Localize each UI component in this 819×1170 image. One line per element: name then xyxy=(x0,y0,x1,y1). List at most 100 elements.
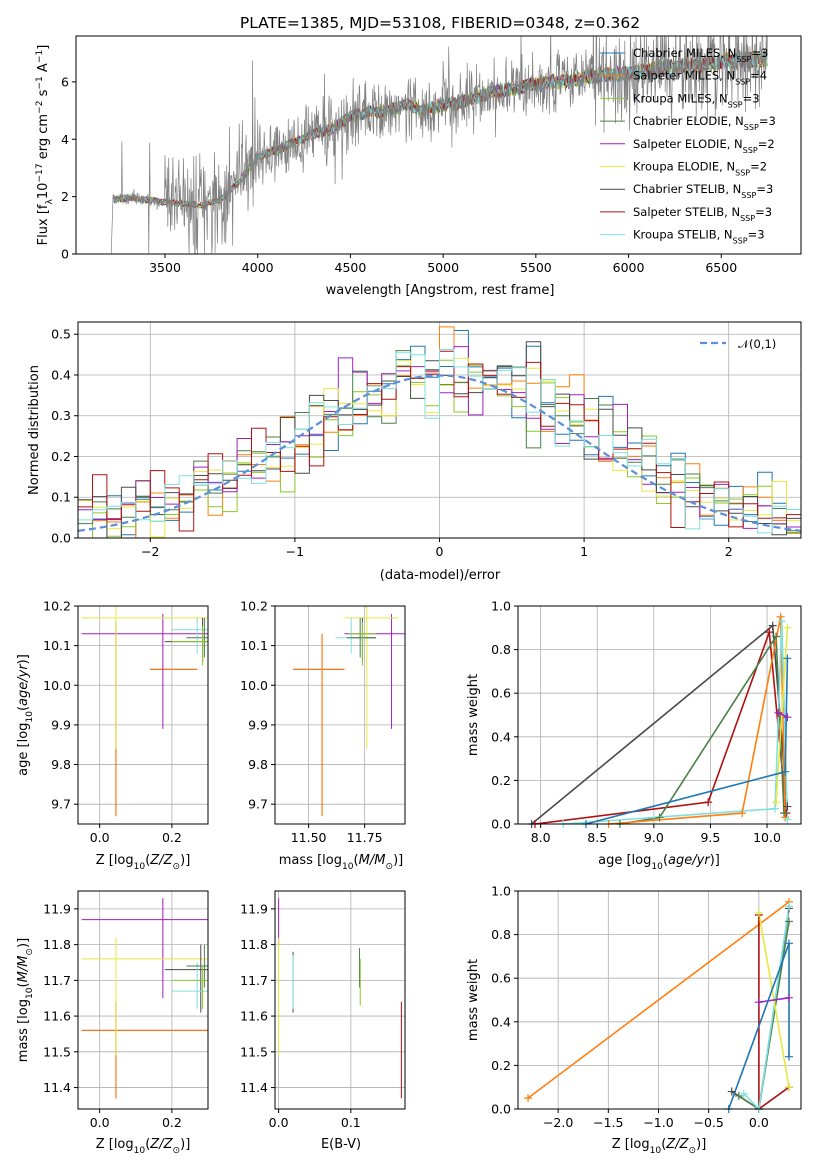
mass-weight-marker xyxy=(655,813,664,822)
y-tick-label: 11.4 xyxy=(240,1080,268,1095)
mass-weight-marker xyxy=(727,1087,736,1096)
x-axis-label: E(B-V) xyxy=(321,1137,361,1152)
legend-entry: Salpeter STELIB, NSSP=3 xyxy=(633,205,772,223)
mass-weight-marker xyxy=(704,798,713,807)
x-tick-label: 0.0 xyxy=(749,1115,769,1130)
y-axis-label: age [log10(age/yr)] xyxy=(16,654,35,776)
y-tick-label: 0.4 xyxy=(491,1014,511,1029)
x-axis-label: wavelength [Angstrom, rest frame] xyxy=(326,283,555,298)
histogram-step-line xyxy=(78,349,801,534)
x-tick-label: 3500 xyxy=(149,260,181,275)
y-tick-label: 0.6 xyxy=(491,971,511,986)
y-tick-label: 0.2 xyxy=(51,449,71,464)
x-tick-label: 0.0 xyxy=(269,1115,289,1130)
y-axis-label: mass [log10(M/M⊙)] xyxy=(16,938,35,1062)
legend-entry: Kroupa STELIB, NSSP=3 xyxy=(633,228,765,246)
plot-area xyxy=(292,606,405,817)
y-tick-label: 11.9 xyxy=(240,901,268,916)
mass-weight-marker xyxy=(783,654,792,663)
axes-frame xyxy=(77,605,209,825)
x-tick-label: 6000 xyxy=(613,260,645,275)
x-tick-label: 0.2 xyxy=(162,830,182,845)
age-vs-mass-panel: 11.50 11.75 9.7 9.8 9.9 10.0 10.1 10.2 xyxy=(240,599,406,845)
axes-frame xyxy=(274,890,406,1110)
y-tick-label: 10.0 xyxy=(43,678,71,693)
y-tick-label: 9.8 xyxy=(51,757,71,772)
mass-weight-line xyxy=(531,624,789,824)
y-tick-label: 0.4 xyxy=(491,729,511,744)
mass-weight-marker xyxy=(781,767,790,776)
mass-weight-marker xyxy=(765,628,774,637)
x-axis-label: Z [log10(Z/Z⊙)] xyxy=(96,853,191,872)
legend-entry: Chabrier STELIB, NSSP=3 xyxy=(633,182,773,200)
y-tick-label: 0.2 xyxy=(491,1058,511,1073)
x-tick-label: 2 xyxy=(725,544,733,559)
y-tick-label: 11.6 xyxy=(43,1009,71,1024)
y-tick-label: 11.8 xyxy=(240,937,268,952)
y-tick-label: 9.8 xyxy=(248,757,268,772)
y-tick-label: 11.8 xyxy=(43,937,71,952)
x-tick-label: 11.50 xyxy=(291,830,327,845)
x-tick-label: 1 xyxy=(580,544,588,559)
mass-weight-marker xyxy=(734,1091,743,1100)
y-tick-label: 11.6 xyxy=(240,1009,268,1024)
mass-vs-extinction-panel: 0.0 0.1 11.4 11.5 11.6 11.7 11.8 11.9 xyxy=(240,890,406,1130)
x-tick-label: 0.1 xyxy=(341,1115,361,1130)
y-tick-label: 10.0 xyxy=(240,678,268,693)
legend-entry: Chabrier ELODIE, NSSP=3 xyxy=(633,114,776,132)
axes-frame xyxy=(77,890,209,1110)
x-tick-label: −0.5 xyxy=(693,1115,723,1130)
axes-frame xyxy=(517,605,802,825)
legend-entry: 𝒩(0,1) xyxy=(738,337,776,351)
plot-area xyxy=(531,616,789,824)
x-tick-label: 8.5 xyxy=(587,830,607,845)
mass-weight-marker xyxy=(777,617,786,626)
y-axis-label: Normed distribution xyxy=(27,365,42,495)
x-tick-label: 5000 xyxy=(427,260,459,275)
mass-weight-marker xyxy=(754,908,763,917)
mass-weight-marker xyxy=(754,998,763,1007)
normal-reference-curve xyxy=(78,374,801,532)
y-tick-label: 0.3 xyxy=(51,408,71,423)
spectrum-panel: 3500 4000 4500 5000 5500 6000 6500 0 2 4 6 xyxy=(61,35,802,275)
plot-area xyxy=(81,606,208,817)
x-tick-label: 6500 xyxy=(705,260,737,275)
plot-area xyxy=(78,326,801,538)
age-vs-metallicity-panel: 0.0 0.2 9.7 9.8 9.9 10.0 10.1 10.2 xyxy=(43,599,209,845)
x-tick-label: 11.75 xyxy=(347,830,383,845)
y-tick-label: 2 xyxy=(61,189,69,204)
observed-spectrum-line xyxy=(110,36,768,254)
y-tick-label: 0.0 xyxy=(491,1102,511,1117)
y-axis-label: mass weight xyxy=(466,674,481,756)
mass-weight-line xyxy=(743,906,790,1109)
x-tick-label: −1.0 xyxy=(643,1115,673,1130)
mass-weight-marker xyxy=(784,917,793,926)
y-tick-label: 9.9 xyxy=(248,717,268,732)
y-tick-label: 11.7 xyxy=(43,973,71,988)
mass-weight-marker xyxy=(784,1052,793,1061)
x-tick-label: 8.0 xyxy=(531,830,551,845)
y-tick-label: 10.2 xyxy=(43,599,71,614)
y-tick-label: 9.9 xyxy=(51,717,71,732)
legend-entry: Salpeter ELODIE, NSSP=2 xyxy=(633,137,775,155)
mass-weight-line xyxy=(527,901,790,1099)
plot-area xyxy=(278,898,402,1099)
legend-entry: Kroupa MILES, NSSP=3 xyxy=(633,91,760,109)
y-tick-label: 9.7 xyxy=(51,797,71,812)
x-tick-label: 0.0 xyxy=(90,830,110,845)
mass-weight-marker xyxy=(738,809,747,818)
plot-area xyxy=(527,901,790,1109)
figure-title: PLATE=1385, MJD=53108, FIBERID=0348, z=0… xyxy=(240,14,640,32)
legend-entry: Kroupa ELODIE, NSSP=2 xyxy=(633,160,767,178)
y-tick-label: 10.1 xyxy=(43,638,71,653)
x-tick-label: 10.0 xyxy=(753,830,781,845)
y-tick-label: 6 xyxy=(61,74,69,89)
x-tick-label: −2 xyxy=(141,544,159,559)
plot-area xyxy=(110,36,768,254)
mass-weight-marker xyxy=(772,632,781,641)
x-tick-label: −2.0 xyxy=(543,1115,573,1130)
y-tick-label: 11.4 xyxy=(43,1080,71,1095)
mass-weight-marker xyxy=(774,708,783,717)
y-tick-label: 1.0 xyxy=(491,884,511,899)
mass-weight-line xyxy=(738,921,790,1109)
